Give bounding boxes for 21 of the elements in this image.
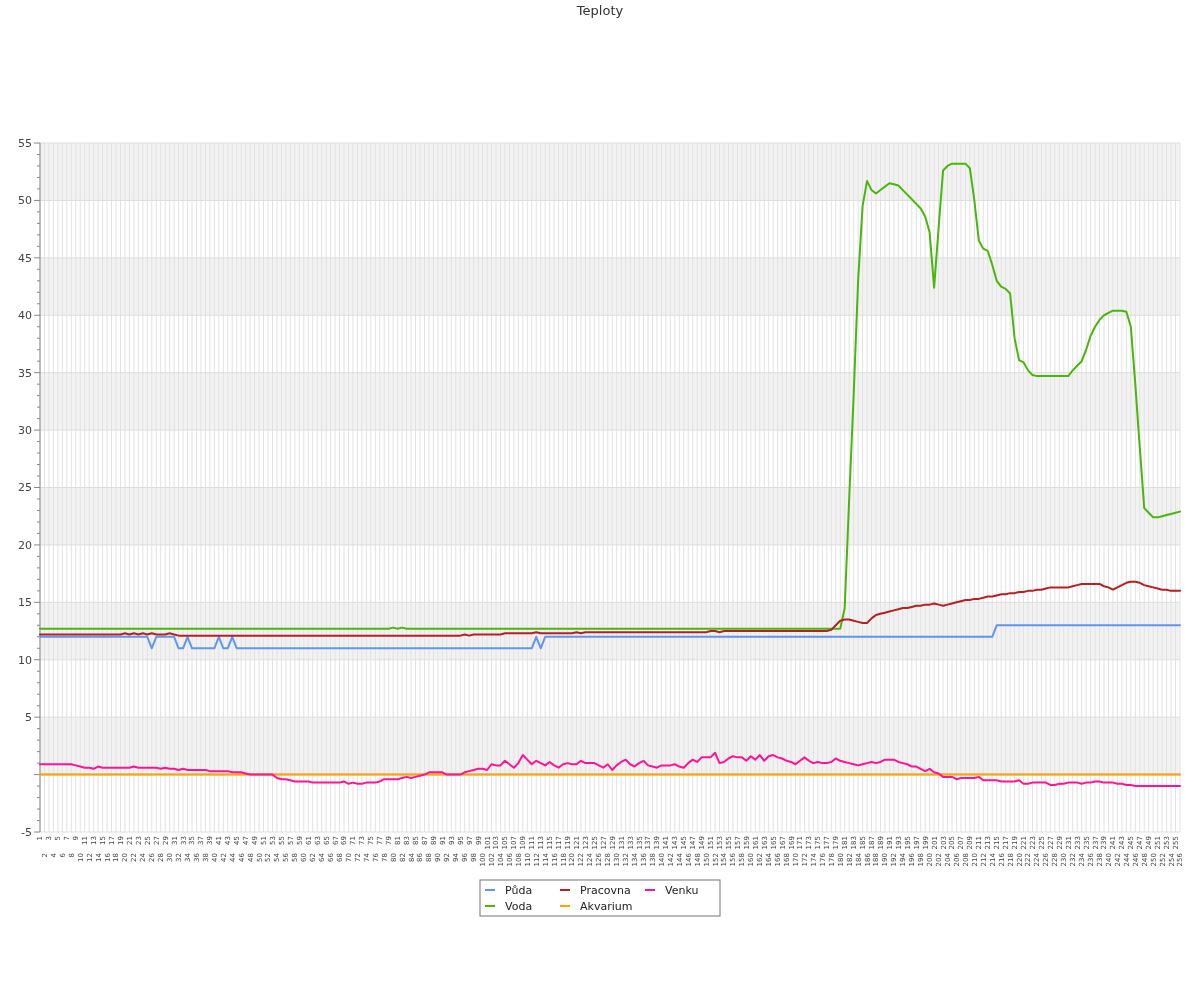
legend-label: Pracovna bbox=[580, 883, 631, 897]
legend-label: Voda bbox=[505, 899, 533, 913]
line-series bbox=[39, 580, 1181, 637]
y-tick-label: 5 bbox=[25, 711, 32, 725]
chart-title: Teploty bbox=[575, 3, 624, 18]
y-tick-label: 30 bbox=[18, 423, 32, 437]
line-series bbox=[39, 162, 1181, 630]
y-tick-label: 25 bbox=[18, 481, 32, 495]
y-tick-label: 15 bbox=[18, 596, 32, 610]
legend-label: Půda bbox=[505, 883, 533, 897]
y-tick-label: -5 bbox=[21, 825, 32, 839]
y-tick-label: 10 bbox=[18, 653, 32, 667]
y-tick-label: 20 bbox=[18, 538, 32, 552]
y-tick-label: 50 bbox=[18, 194, 32, 208]
legend-label: Venku bbox=[665, 883, 699, 897]
line-series bbox=[39, 751, 1181, 788]
y-tick-label: 45 bbox=[18, 251, 32, 265]
legend-label: Akvarium bbox=[580, 899, 633, 913]
y-tick-label: 55 bbox=[18, 136, 32, 150]
y-tick-label: 40 bbox=[18, 309, 32, 323]
y-tick-label: 35 bbox=[18, 366, 32, 380]
